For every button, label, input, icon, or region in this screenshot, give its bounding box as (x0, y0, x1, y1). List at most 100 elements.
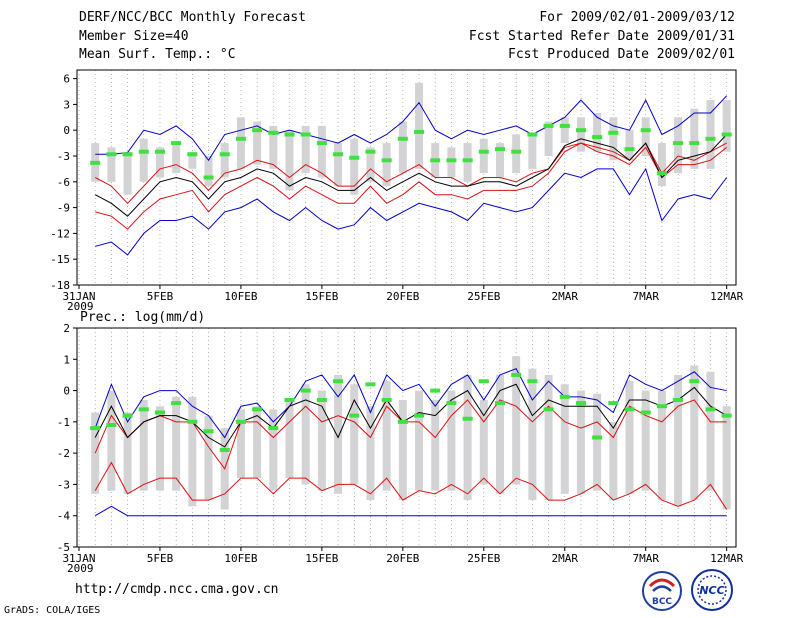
prec-box (544, 374, 553, 501)
prec-box (657, 390, 666, 501)
prec-box (722, 406, 731, 510)
temp-series-max (95, 167, 728, 256)
temp-ytick-label: -18 (50, 279, 70, 292)
prec-observed-mark (333, 379, 344, 384)
temp-observed-mark (171, 141, 182, 146)
temp-box (641, 117, 650, 156)
prec-box (123, 412, 132, 494)
prec-ytick-label: 2 (63, 322, 70, 335)
prec-ytick-label: -4 (57, 510, 71, 523)
prec-observed-mark (90, 426, 101, 431)
temp-xtick-label: 10FEB (224, 290, 257, 303)
prec-observed-mark (430, 388, 441, 393)
grads-credit: GrADS: COLA/IGES (4, 605, 101, 616)
prec-box (495, 374, 504, 494)
temp-ytick-label: -9 (57, 202, 70, 215)
temp-box (512, 134, 521, 174)
prec-series-p_high (94, 399, 727, 470)
prec-observed-mark (138, 407, 149, 412)
temp-observed-mark (268, 130, 279, 135)
temp-frame (76, 69, 737, 286)
prec-box (269, 409, 278, 491)
prec-box (188, 396, 197, 507)
prec-xtick-label: 25FEB (467, 552, 500, 565)
prec-box (382, 381, 391, 491)
temp-box (479, 138, 488, 174)
prec-box (690, 365, 699, 501)
prec-observed-mark (559, 394, 570, 399)
prec-observed-mark (462, 416, 473, 421)
temp-ytick-label: 0 (63, 124, 70, 137)
prec-series-min (94, 505, 727, 517)
forecast-period-label: For 2009/02/01-2009/03/12 (539, 10, 735, 25)
prec-box (91, 412, 100, 494)
prec-ytick-label: 1 (63, 353, 70, 366)
prec-observed-mark (300, 388, 311, 393)
temp-box (528, 134, 537, 169)
prec-box (609, 421, 618, 501)
prec-xtick-label: 2MAR (551, 552, 578, 565)
footer-url[interactable]: http://cmdp.ncc.cma.gov.cn (75, 582, 279, 597)
temp-observed-mark (316, 141, 327, 146)
temp-observed-mark (705, 136, 716, 141)
prec-xtick-label: 7MAR (632, 552, 659, 565)
temp-observed-mark (592, 135, 603, 140)
prec-xtick-label: 15FEB (305, 552, 338, 565)
prec-observed-mark (543, 407, 554, 412)
prec-observed-mark (187, 419, 198, 424)
ncc-logo: NCC (690, 568, 734, 612)
temp-ytick-label: -6 (57, 176, 70, 189)
prec-xtick-label: 5FEB (147, 552, 174, 565)
temp-observed-mark (122, 152, 133, 157)
prec-xtick-label: 10FEB (224, 552, 257, 565)
prec-observed-mark (673, 397, 684, 402)
prec-ytick-label: 0 (63, 385, 70, 398)
temp-box (657, 143, 666, 187)
prec-observed-mark (235, 419, 246, 424)
temp-observed-mark (284, 132, 295, 137)
temp-box (123, 151, 132, 195)
temp-box (576, 117, 585, 152)
prec-box (479, 399, 488, 485)
temp-observed-mark (187, 152, 198, 157)
temp-observed-mark (608, 130, 619, 135)
prec-box (528, 368, 537, 501)
prec-year-label: 2009 (67, 562, 94, 575)
bcc-logo: BCC (641, 570, 683, 612)
temp-box (220, 143, 229, 178)
prec-observed-mark (640, 410, 651, 415)
temp-observed-mark (430, 158, 441, 163)
temp-box (155, 147, 164, 178)
temp-box (398, 121, 407, 174)
prec-box (253, 406, 262, 479)
prec-observed-mark (252, 407, 263, 412)
temp-observed-mark (154, 149, 165, 154)
produced-date-label: Fcst Produced Date 2009/02/01 (508, 47, 735, 62)
temp-observed-mark (446, 158, 457, 163)
temp-box (706, 100, 715, 169)
temp-xtick-label: 5FEB (147, 290, 174, 303)
temp-box (560, 117, 569, 144)
temp-observed-mark (478, 149, 489, 154)
prec-box (593, 393, 602, 491)
temp-box (301, 125, 310, 174)
prec-box (301, 384, 310, 485)
member-size-label: Member Size=40 (79, 29, 189, 44)
temp-observed-mark (656, 171, 667, 176)
prec-observed-mark (203, 429, 214, 434)
temp-ytick-label: -12 (50, 227, 70, 240)
prec-box (398, 399, 407, 501)
prec-observed-mark (478, 379, 489, 384)
temp-box (253, 121, 262, 165)
temp-observed-mark (333, 152, 344, 157)
temp-box (204, 156, 213, 187)
prec-observed-mark (511, 372, 522, 377)
temp-box (495, 143, 504, 178)
temp-box (317, 125, 326, 178)
temp-observed-mark (381, 158, 392, 163)
prec-observed-mark (414, 413, 425, 418)
temp-series-p_high (94, 142, 727, 205)
prec-observed-mark (268, 426, 279, 431)
temp-series-min (95, 95, 728, 162)
